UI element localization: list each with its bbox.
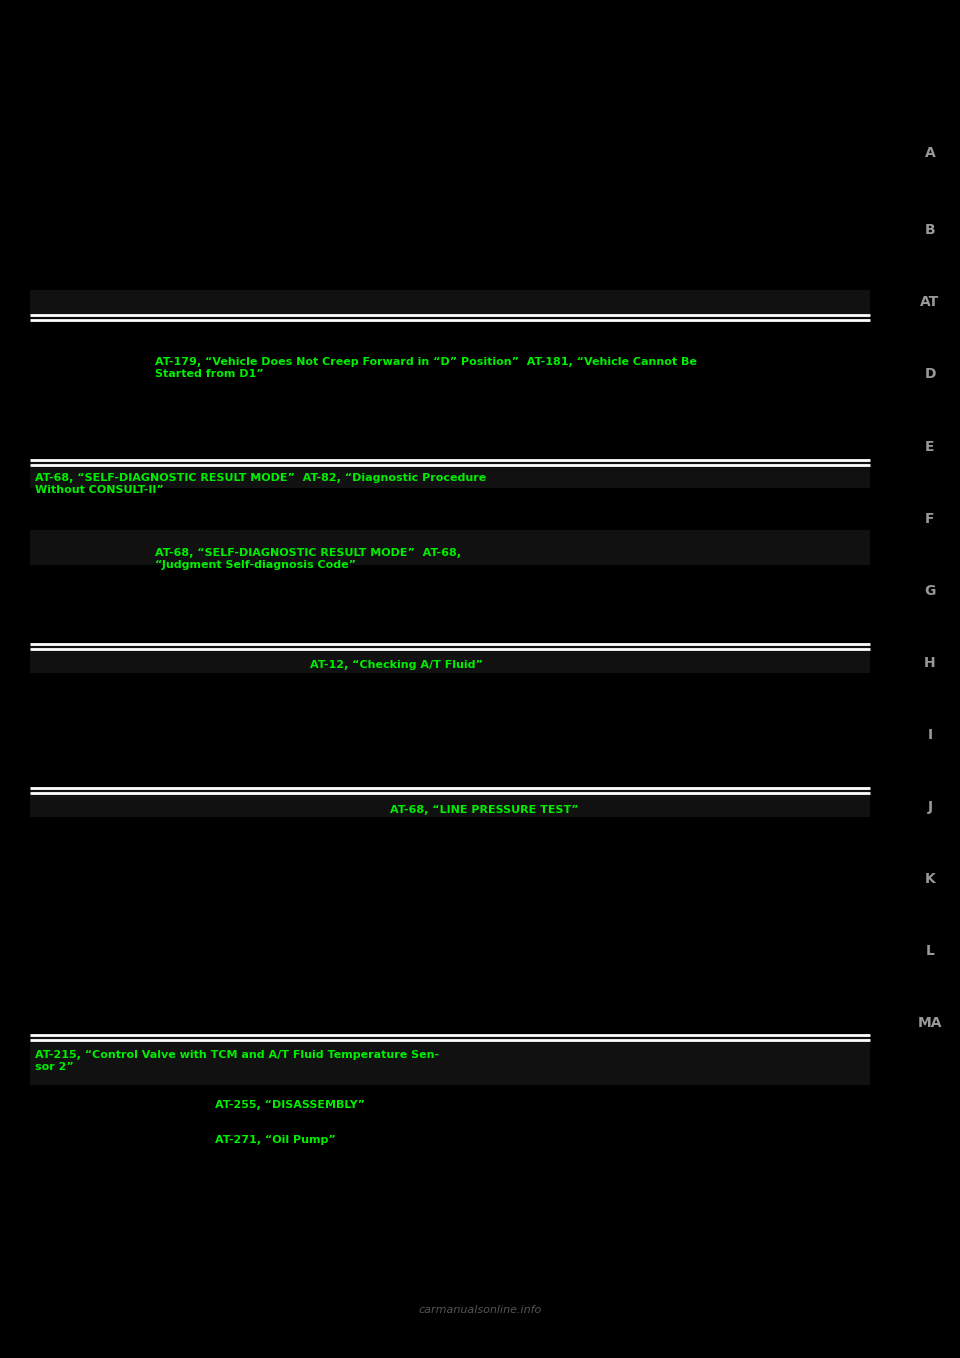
Bar [30, 291, 870, 318]
Text: K: K [924, 872, 935, 885]
Text: AT-255, “DISASSEMBLY”: AT-255, “DISASSEMBLY” [215, 1100, 365, 1109]
Text: L: L [925, 944, 934, 957]
Text: AT-68, “LINE PRESSURE TEST”: AT-68, “LINE PRESSURE TEST” [390, 805, 579, 815]
Text: D: D [924, 367, 936, 382]
Text: AT-12, “Checking A/T Fluid”: AT-12, “Checking A/T Fluid” [310, 660, 483, 669]
Bar [30, 645, 870, 674]
Text: AT-215, “Control Valve with TCM and A/T Fluid Temperature Sen-
sor 2”: AT-215, “Control Valve with TCM and A/T … [35, 1050, 439, 1071]
Text: carmanualsonline.info: carmanualsonline.info [419, 1305, 541, 1315]
Text: F: F [925, 512, 935, 526]
Bar [30, 1035, 870, 1085]
Text: AT-179, “Vehicle Does Not Creep Forward in “D” Position”  AT-181, “Vehicle Canno: AT-179, “Vehicle Does Not Creep Forward … [155, 357, 697, 379]
Text: I: I [927, 728, 932, 741]
Text: J: J [927, 800, 932, 813]
Text: AT: AT [921, 295, 940, 310]
Text: E: E [925, 440, 935, 454]
Text: AT-271, “Oil Pump”: AT-271, “Oil Pump” [215, 1135, 336, 1145]
Text: G: G [924, 584, 936, 598]
Bar [30, 460, 870, 488]
Text: AT-68, “SELF-DIAGNOSTIC RESULT MODE”  AT-68,
“Judgment Self-diagnosis Code”: AT-68, “SELF-DIAGNOSTIC RESULT MODE” AT-… [155, 549, 461, 569]
Text: MA: MA [918, 1016, 943, 1029]
Text: B: B [924, 223, 935, 238]
Bar [30, 530, 870, 565]
Text: AT-68, “SELF-DIAGNOSTIC RESULT MODE”  AT-82, “Diagnostic Procedure
Without CONSU: AT-68, “SELF-DIAGNOSTIC RESULT MODE” AT-… [35, 473, 487, 494]
Bar [30, 789, 870, 818]
Text: A: A [924, 147, 935, 160]
Text: H: H [924, 656, 936, 669]
